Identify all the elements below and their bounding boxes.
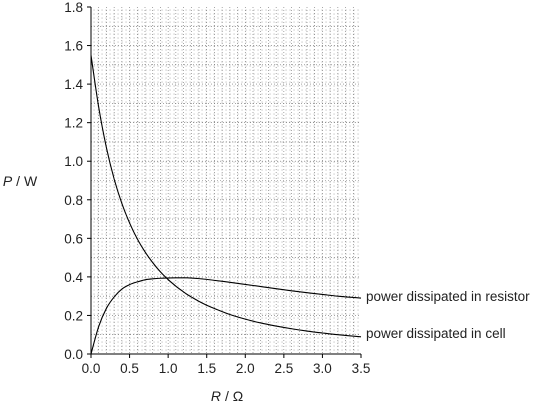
y-tick-label: 1.2 xyxy=(64,116,83,131)
x-tick-label: 3.5 xyxy=(352,361,371,376)
axes xyxy=(90,7,361,355)
x-tick-label: 2.5 xyxy=(274,361,293,376)
x-axis-variable: R xyxy=(211,388,221,404)
y-tick-label: 1.4 xyxy=(64,77,83,92)
x-tick-label: 1.5 xyxy=(197,361,216,376)
y-tick-label: 0.6 xyxy=(64,231,83,246)
y-tick-label: 1.8 xyxy=(64,0,83,15)
y-tick-label: 0.8 xyxy=(64,193,83,208)
resistor-series-label: power dissipated in resistor xyxy=(366,289,530,304)
y-tick-label: 1.6 xyxy=(64,39,83,54)
y-axis-variable: P xyxy=(3,173,13,189)
x-tick-label: 0.5 xyxy=(120,361,139,376)
y-tick-label: 0.2 xyxy=(64,308,83,323)
x-tick-label: 0.0 xyxy=(82,361,101,376)
x-tick-label: 2.0 xyxy=(236,361,255,376)
tick-marks xyxy=(87,6,362,358)
y-axis-label: P / W xyxy=(3,173,38,189)
series-lines xyxy=(90,55,362,355)
x-tick-label: 1.0 xyxy=(159,361,178,376)
y-axis-unit: / W xyxy=(16,173,38,189)
x-tick-labels: 0.0 0.5 1.0 1.5 2.0 2.5 3.0 3.5 xyxy=(82,361,371,376)
major-gridlines xyxy=(91,7,361,354)
resistor-power-curve xyxy=(90,277,362,355)
y-tick-label: 0.4 xyxy=(64,270,83,285)
y-tick-label: 1.0 xyxy=(64,154,83,169)
x-axis-label: R / Ω xyxy=(211,388,243,404)
x-axis-unit: / Ω xyxy=(225,388,243,404)
cell-series-label: power dissipated in cell xyxy=(366,326,506,341)
y-tick-labels: 0.0 0.2 0.4 0.6 0.8 1.0 1.2 1.4 1.6 1.8 xyxy=(64,0,83,362)
cell-power-curve xyxy=(90,55,362,338)
x-tick-label: 3.0 xyxy=(313,361,332,376)
y-tick-label: 0.0 xyxy=(64,347,83,362)
